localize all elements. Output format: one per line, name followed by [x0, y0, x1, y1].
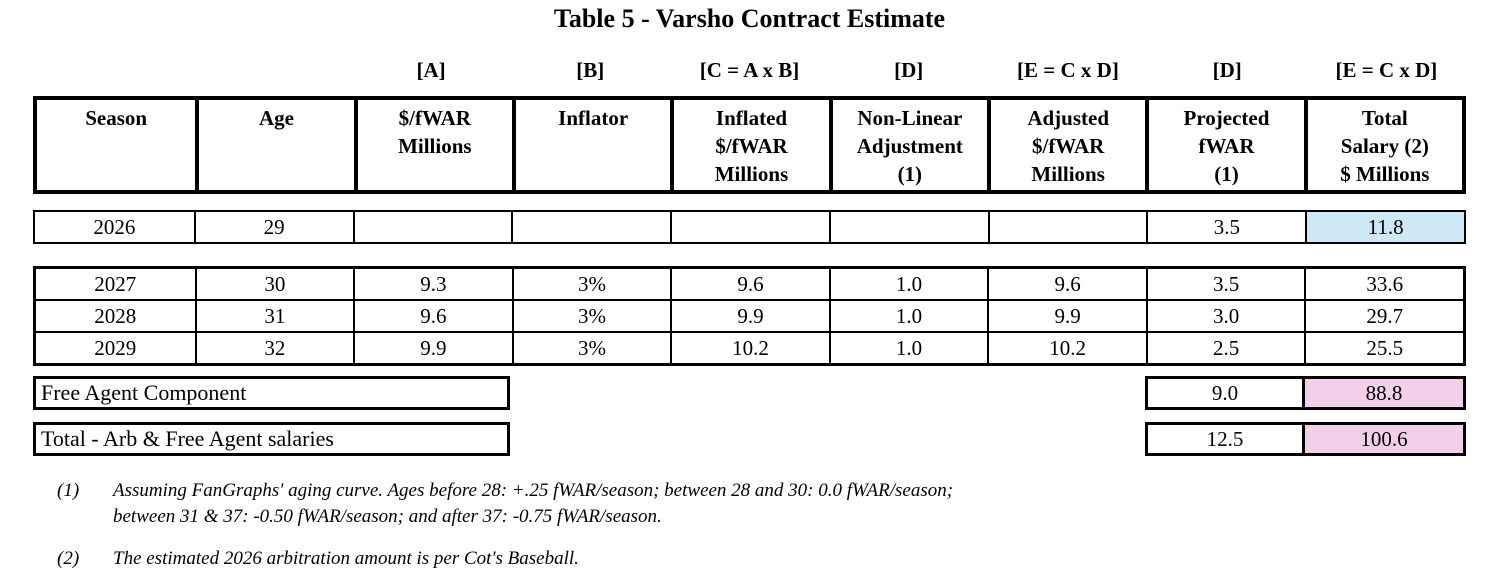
footnote-marker: (2): [57, 548, 80, 569]
summary-total-highlighted: 100.6: [1305, 425, 1463, 453]
header-row: Season Age $/fWAR Millions Inflator Infl…: [33, 96, 1466, 194]
cell-dollar-fwar: 9.6: [353, 301, 512, 331]
arbitration-year-table: 2026 29 3.5 11.8: [33, 210, 1466, 244]
cell-nonlinear: 1.0: [828, 333, 988, 363]
formula-label-d2: [D]: [1212, 58, 1242, 82]
cell-season: 2027: [94, 272, 137, 296]
cell-total-salary: 33.6: [1304, 269, 1463, 299]
summary-total-highlighted: 88.8: [1305, 379, 1463, 407]
cell-adjusted: 10.2: [987, 333, 1146, 363]
table-row-2027: 2027 30 9.3 3% 9.6 1.0 9.6 3.5 33.6: [36, 269, 1463, 299]
table-row-2029: 2029 32 9.9 3% 10.2 1.0 10.2 2.5 25.5: [36, 331, 1463, 363]
header-nonlinear-adjustment: Non-Linear Adjustment (1): [828, 100, 987, 190]
cell-dollar-fwar: [352, 212, 512, 242]
formula-label-d1: [D]: [894, 58, 924, 82]
header-total-salary: Total Salary (2) $ Millions: [1303, 100, 1462, 190]
cell-age: 29: [193, 212, 353, 242]
cell-total-salary-highlighted: 11.8: [1305, 212, 1464, 242]
formula-label-season: [33, 54, 192, 86]
header-inflated-dollar-fwar: Inflated $/fWAR Millions: [670, 100, 828, 190]
formula-label-c: [C = A x B]: [699, 58, 800, 82]
cell-inflated: [670, 212, 829, 242]
cell-age: 32: [194, 333, 354, 363]
summary-row-free-agent: Free Agent Component 9.0 88.8: [33, 376, 1466, 410]
cell-season: 2029: [94, 336, 137, 360]
formula-label-a: [A]: [416, 58, 446, 82]
summary-values-box: 12.5 100.6: [1145, 422, 1466, 456]
header-inflator: Inflator: [511, 100, 670, 190]
table-row-2028: 2028 31 9.6 3% 9.9 1.0 9.9 3.0 29.7: [36, 299, 1463, 331]
cell-inflated: 9.9: [670, 301, 829, 331]
summary-label: Free Agent Component: [33, 376, 510, 410]
cell-inflator: 3%: [511, 269, 671, 299]
free-agent-years-table: 2027 30 9.3 3% 9.6 1.0 9.6 3.5 33.6 2028…: [33, 266, 1466, 366]
summary-row-total: Total - Arb & Free Agent salaries 12.5 1…: [33, 422, 1466, 456]
cell-season: 2026: [93, 215, 136, 239]
cell-nonlinear: 1.0: [828, 301, 988, 331]
formula-label-e2: [E = C x D]: [1335, 58, 1438, 82]
footnote-2: (2) The estimated 2026 arbitration amoun…: [33, 546, 1466, 572]
footnote-text: The estimated 2026 arbitration amount is…: [113, 548, 579, 569]
cell-adjusted: 9.6: [987, 269, 1146, 299]
formula-label-e1: [E = C x D]: [1017, 58, 1119, 82]
cell-age: 31: [194, 301, 354, 331]
cell-total-salary: 29.7: [1304, 301, 1463, 331]
cell-projected-fwar: 3.5: [1145, 269, 1305, 299]
cell-inflated: 9.6: [670, 269, 829, 299]
cell-inflator: [511, 212, 670, 242]
header-adjusted-dollar-fwar: Adjusted $/fWAR Millions: [986, 100, 1145, 190]
cell-projected-fwar: 3.5: [1146, 212, 1305, 242]
header-dollar-fwar: $/fWAR Millions: [353, 100, 512, 190]
footnote-text: Assuming FanGraphs' aging curve. Ages be…: [113, 480, 954, 527]
cell-total-salary: 25.5: [1304, 333, 1463, 363]
cell-adjusted: 9.9: [987, 301, 1146, 331]
header-projected-fwar: Projected fWAR (1): [1145, 100, 1303, 190]
summary-values-box: 9.0 88.8: [1145, 376, 1466, 410]
cell-season: 2028: [94, 304, 137, 328]
cell-inflated: 10.2: [670, 333, 829, 363]
cell-dollar-fwar: 9.3: [353, 269, 512, 299]
cell-projected-fwar: 2.5: [1145, 333, 1305, 363]
cell-nonlinear: 1.0: [828, 269, 988, 299]
formula-row: [A] [B] [C = A x B] [D] [E = C x D] [D] …: [33, 54, 1466, 86]
summary-label: Total - Arb & Free Agent salaries: [33, 422, 510, 456]
formula-label-b: [B]: [576, 58, 605, 82]
cell-nonlinear: [828, 212, 988, 242]
cell-dollar-fwar: 9.9: [353, 333, 512, 363]
table-title: Table 5 - Varsho Contract Estimate: [553, 4, 946, 33]
summary-spacer: [510, 422, 1145, 456]
cell-adjusted: [987, 212, 1147, 242]
header-age: Age: [195, 100, 353, 190]
cell-inflator: 3%: [511, 333, 671, 363]
cell-inflator: 3%: [511, 301, 671, 331]
footnote-1: (1) Assuming FanGraphs' aging curve. Age…: [33, 478, 1466, 530]
formula-label-age: [192, 54, 351, 86]
cell-age: 30: [194, 269, 354, 299]
cell-projected-fwar: 3.0: [1145, 301, 1305, 331]
summary-fwar: 12.5: [1148, 425, 1305, 453]
summary-fwar: 9.0: [1148, 379, 1305, 407]
table-row-2026: 2026 29 3.5 11.8: [35, 212, 1464, 242]
summary-spacer: [510, 376, 1145, 410]
footnote-marker: (1): [57, 480, 80, 501]
header-season: Season: [85, 106, 148, 130]
